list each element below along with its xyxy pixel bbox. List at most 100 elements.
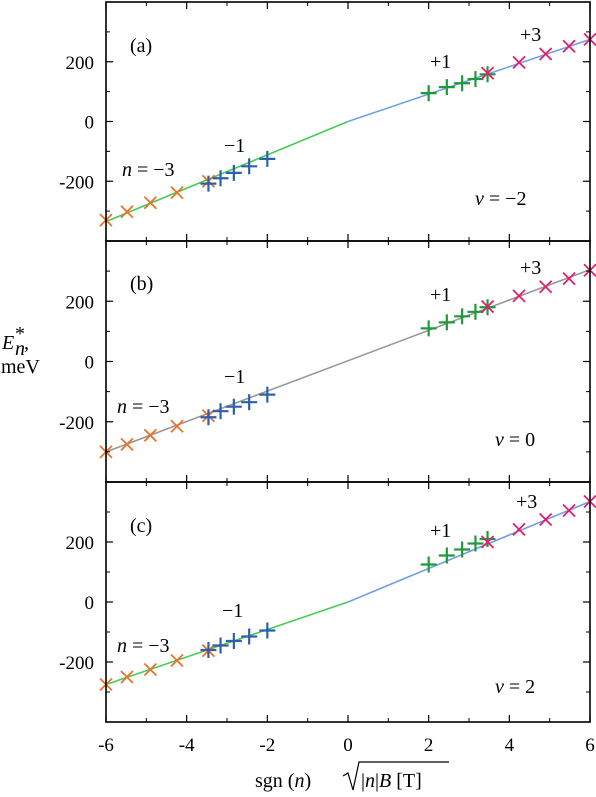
y-tick-label: 0 <box>85 113 95 134</box>
panel-label: (b) <box>130 273 153 295</box>
annotation-n-minus3: n = −3 <box>117 396 170 418</box>
annotation-plus1: +1 <box>430 51 451 73</box>
data-point-magenta <box>512 522 526 537</box>
data-point-blue <box>212 170 229 187</box>
panel-label: (c) <box>130 515 152 537</box>
data-point-orange <box>120 670 134 684</box>
data-point-blue <box>212 637 229 654</box>
y-tick-label: -200 <box>59 172 94 193</box>
x-tick-label: 6 <box>585 735 595 756</box>
data-point-orange <box>143 428 158 442</box>
data-point-blue <box>241 628 258 645</box>
data-point-orange <box>143 196 158 210</box>
y-axis-label: E n * , meV <box>1 323 40 378</box>
annotation-n-minus3: n = −3 <box>117 635 170 657</box>
y-label-comma: , <box>24 332 29 354</box>
fit-line-blue <box>347 500 591 603</box>
x-tick-label: -6 <box>98 735 114 756</box>
data-point-green <box>420 556 437 573</box>
fit-line-green <box>105 120 349 223</box>
data-point-blue <box>225 398 242 415</box>
annotation-plus1: +1 <box>430 284 451 306</box>
data-point-orange <box>170 419 184 433</box>
data-point-green <box>438 547 455 564</box>
sqrt-sign <box>342 761 449 791</box>
data-point-orange <box>120 437 134 451</box>
data-point-magenta <box>480 66 495 80</box>
svg-text:E: E <box>1 332 14 354</box>
data-point-blue <box>225 164 242 181</box>
data-point-orange <box>143 662 158 677</box>
data-point-green <box>454 308 471 325</box>
x-label-n: n <box>294 770 304 792</box>
data-point-magenta <box>512 55 526 69</box>
x-label-bar-right: | <box>375 770 379 792</box>
y-tick-label: 200 <box>66 53 95 74</box>
data-point-magenta <box>538 512 553 527</box>
filling-factor-label: ν = 0 <box>495 429 535 451</box>
panel-b: -200 0 200 (b) ν = 0 n = −3 −1 +1 +3 <box>59 240 596 483</box>
data-point-green <box>454 541 471 558</box>
data-point-green <box>467 303 484 320</box>
fit-line-green <box>105 601 349 686</box>
data-point-green <box>438 314 455 331</box>
panel-label: (a) <box>130 35 152 57</box>
x-axis-label: sgn (n) |n|B [T] <box>255 761 449 792</box>
data-point-magenta <box>562 272 576 286</box>
annotation-n-minus3: n = −3 <box>122 159 175 181</box>
data-point-green <box>420 320 437 337</box>
data-point-blue <box>241 158 258 175</box>
y-label-unit: meV <box>1 356 40 378</box>
data-point-blue <box>259 386 276 403</box>
x-tick-label: -2 <box>259 735 275 756</box>
annotation-plus3: +3 <box>520 24 541 46</box>
fit-line-blue <box>347 38 591 123</box>
data-point-blue <box>200 409 217 426</box>
annotation-minus1: −1 <box>222 600 243 622</box>
data-point-blue <box>200 175 217 192</box>
x-label-rad-n: n <box>365 770 375 792</box>
y-tick-label: 0 <box>85 353 95 374</box>
data-point-green <box>454 75 471 92</box>
x-label-close: ) <box>304 770 311 792</box>
data-point-magenta <box>480 300 495 314</box>
y-tick-label: 0 <box>85 593 95 614</box>
data-point-orange <box>120 205 134 219</box>
y-tick-label: 200 <box>66 292 95 313</box>
data-point-magenta <box>538 47 553 61</box>
annotation-minus1: −1 <box>224 135 245 157</box>
x-label-unit: [T] <box>391 770 422 792</box>
data-point-magenta <box>538 280 553 294</box>
y-tick-label: 200 <box>66 533 95 554</box>
data-point-blue <box>200 642 217 658</box>
x-tick-label: 0 <box>343 735 353 756</box>
data-point-green <box>420 85 437 102</box>
data-point-magenta <box>480 535 495 549</box>
data-point-blue <box>225 633 242 649</box>
x-label-prefix: sgn ( <box>255 770 295 792</box>
y-tick-label: -200 <box>59 413 94 434</box>
data-point-green <box>438 79 455 96</box>
panel-c: -6 -4 -2 0 2 4 6 -200 0 200 (c) ν = 2 n = −3 −1 +1 +3 <box>59 481 596 756</box>
data-point-blue <box>259 622 276 639</box>
data-point-magenta <box>562 39 576 53</box>
data-point-blue <box>241 394 258 411</box>
y-label-subscript: n <box>15 338 25 360</box>
data-point-green <box>467 71 484 88</box>
svg-text:sgn (n): sgn (n) <box>255 770 311 792</box>
x-tick-label: 4 <box>505 735 515 756</box>
y-label-superscript: * <box>15 323 25 345</box>
data-point-blue <box>212 403 229 420</box>
x-label-bar-left: | <box>361 770 365 792</box>
data-point-magenta <box>562 503 576 518</box>
data-point-orange <box>170 653 184 668</box>
panel-a: -200 0 200 (a) ν = −2 n = −3 −1 +1 +3 <box>59 1 596 242</box>
data-point-green <box>467 535 484 552</box>
annotation-plus1: +1 <box>430 520 451 542</box>
filling-factor-label: ν = −2 <box>475 188 526 210</box>
filling-factor-label: ν = 2 <box>495 676 535 698</box>
x-tick-label: -4 <box>179 735 195 756</box>
data-point-green <box>479 531 496 547</box>
